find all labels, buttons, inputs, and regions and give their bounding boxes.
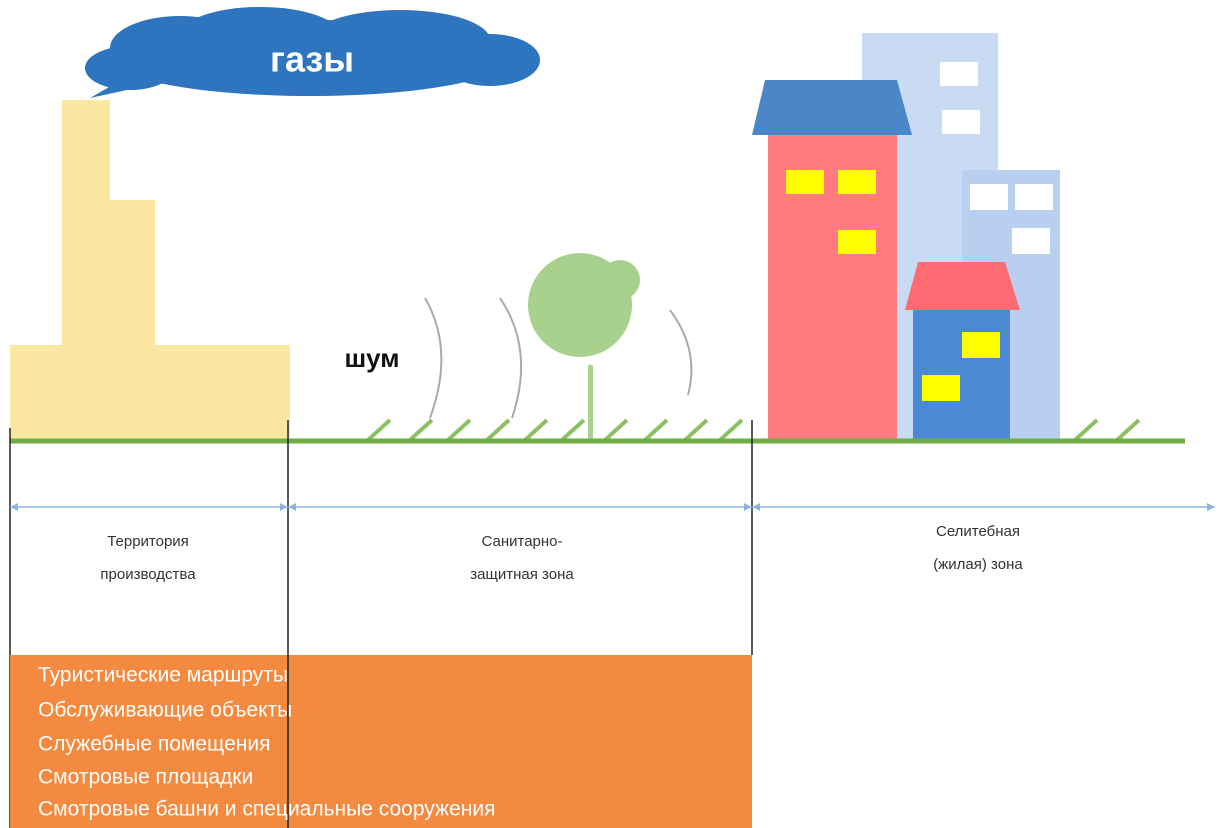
list-item: Смотровые площадки: [38, 766, 253, 789]
list-item: Туристические маршруты: [38, 664, 288, 687]
zone-label: (жилая) зона: [933, 556, 1023, 573]
zone-label: Территория: [107, 533, 189, 550]
zone-label: Санитарно-: [481, 533, 562, 550]
list-item: Обслуживающие объекты: [38, 699, 292, 722]
tree-trunk: [588, 365, 593, 441]
roof: [752, 80, 912, 135]
list-item: Служебные помещения: [38, 733, 270, 756]
factory: [10, 100, 290, 440]
cloud-label: газы: [270, 39, 354, 80]
zone-label: Селитебная: [936, 523, 1020, 540]
zone-label: производства: [100, 566, 196, 583]
diagram: газы шум: [0, 0, 1221, 828]
tree-crown: [528, 253, 640, 357]
noise-label: шум: [344, 343, 399, 373]
roof: [905, 262, 1020, 310]
zone-label: защитная зона: [470, 566, 574, 583]
list-item: Смотровые башни и специальные сооружения: [38, 798, 495, 821]
